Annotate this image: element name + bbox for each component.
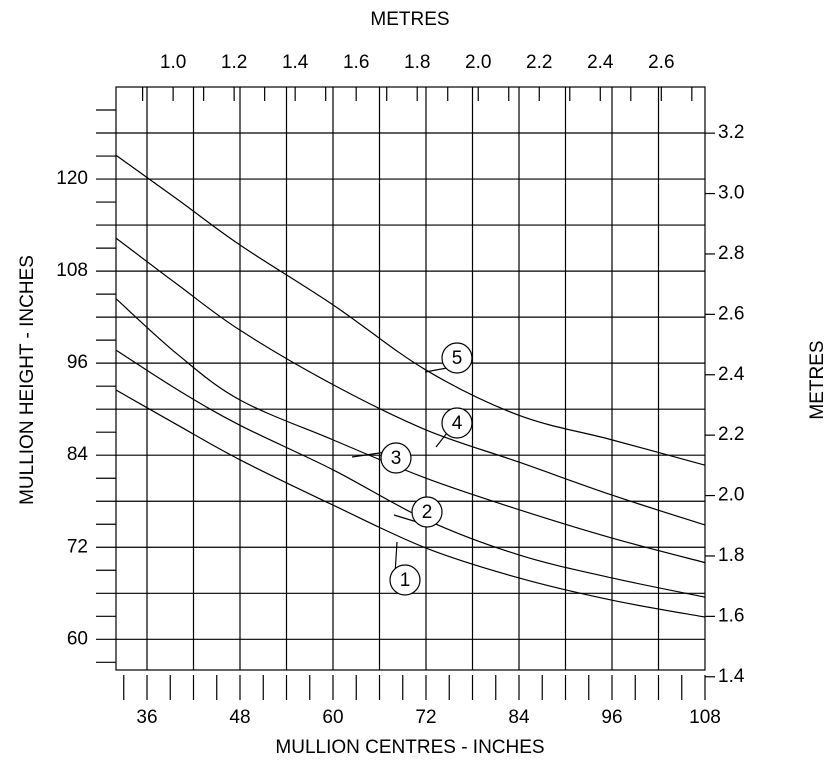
x-axis-label: MULLION CENTRES - INCHES [275, 737, 544, 758]
y2-tick-label: 3.2 [718, 122, 744, 143]
y-tick-label: 96 [67, 352, 88, 373]
y2-tick-label: 2.6 [718, 303, 744, 324]
y-tick-label: 60 [67, 628, 88, 649]
x2-tick-label: 1.2 [221, 52, 247, 73]
curve [115, 237, 706, 526]
label-circle [441, 407, 473, 439]
y-tick-label: 120 [56, 168, 88, 189]
x-tick-label: 48 [229, 707, 250, 728]
x2-axis-label: METRES [370, 9, 449, 30]
x2-tick-label: 1.6 [343, 52, 369, 73]
curve [115, 298, 706, 564]
y2-tick-label: 3.0 [718, 183, 744, 204]
y2-tick-label: 2.4 [718, 364, 745, 385]
series-label: 4 [452, 413, 463, 434]
series-label: 5 [452, 348, 463, 369]
series-label: 3 [391, 448, 402, 469]
series-label: 2 [422, 502, 433, 523]
y2-tick-label: 2.0 [718, 485, 744, 506]
curve [115, 389, 706, 618]
x-tick-label: 72 [415, 707, 436, 728]
x-tick-label: 96 [601, 707, 622, 728]
label-circle [411, 496, 443, 528]
label-circle [389, 564, 421, 596]
label-circle [441, 342, 473, 374]
leader-line [393, 514, 418, 523]
y-tick-label: 84 [67, 444, 89, 465]
y2-tick-label: 1.8 [718, 545, 744, 566]
y-tick-label: 108 [56, 260, 88, 281]
series-label: 1 [400, 570, 411, 591]
x2-tick-label: 2.4 [587, 52, 614, 73]
x2-tick-label: 1.4 [282, 52, 309, 73]
y2-tick-label: 2.2 [718, 424, 744, 445]
x2-tick-label: 2.0 [465, 52, 491, 73]
leader-line [351, 451, 387, 458]
curve [115, 154, 706, 466]
x-tick-label: 36 [136, 707, 157, 728]
leader-line [424, 367, 448, 373]
x-tick-label: 84 [508, 707, 530, 728]
y2-tick-label: 1.4 [718, 666, 745, 687]
plot-frame [115, 86, 706, 671]
y-tick-label: 72 [67, 536, 88, 557]
label-circle [380, 442, 412, 474]
x-tick-label: 108 [689, 707, 721, 728]
y2-tick-label: 2.8 [718, 243, 744, 264]
x2-tick-label: 2.2 [526, 52, 552, 73]
y-axis-label: MULLION HEIGHT - INCHES [17, 255, 38, 505]
x2-tick-label: 2.6 [648, 52, 674, 73]
y2-tick-label: 1.6 [718, 605, 744, 626]
y2-axis-label: METRES [807, 340, 828, 419]
x2-tick-label: 1.8 [404, 52, 430, 73]
leader-line [435, 432, 448, 448]
curve [115, 349, 706, 598]
x2-tick-label: 1.0 [160, 52, 186, 73]
x-tick-label: 60 [322, 707, 343, 728]
